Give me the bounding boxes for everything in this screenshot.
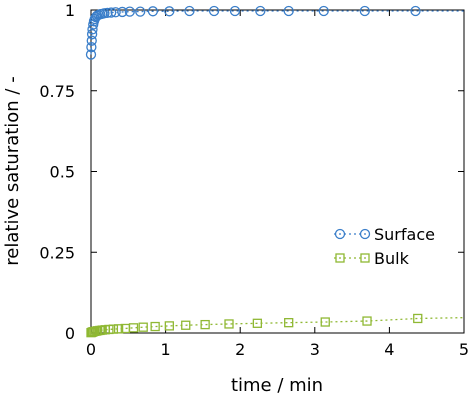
data-point-bulk <box>150 321 160 332</box>
y-tick-label: 0.5 <box>50 163 75 182</box>
series-layer <box>85 5 465 338</box>
legend-item-bulk: Bulk <box>334 249 410 268</box>
data-point-surface <box>135 6 146 17</box>
data-point-bulk <box>200 319 210 330</box>
x-tick-label: 3 <box>310 340 320 359</box>
data-point-surface <box>110 7 121 18</box>
x-tick-label: 4 <box>384 340 394 359</box>
data-point-surface <box>283 5 294 17</box>
data-point-surface <box>359 5 370 17</box>
series-surface <box>85 5 464 60</box>
series-line-surface <box>90 10 464 55</box>
x-axis-title: time / min <box>231 375 323 396</box>
data-point-bulk <box>164 321 174 331</box>
data-point-surface <box>85 49 97 60</box>
x-tick-label: 1 <box>161 340 171 359</box>
y-tick-label: 0.75 <box>39 82 75 101</box>
x-tick-label: 5 <box>459 340 469 359</box>
series-bulk <box>86 313 465 338</box>
data-point-surface <box>124 6 135 17</box>
data-point-surface <box>410 5 421 17</box>
data-point-surface <box>102 7 113 19</box>
data-point-bulk <box>128 323 139 333</box>
legend-marker-bulk-end <box>360 253 370 263</box>
legend-item-surface: Surface <box>334 225 435 244</box>
x-tick-label: 2 <box>235 340 245 359</box>
legend-label-surface: Surface <box>374 225 435 244</box>
data-point-bulk <box>362 316 372 326</box>
data-point-bulk <box>320 317 330 327</box>
data-point-surface <box>208 5 220 17</box>
data-point-surface <box>86 29 98 40</box>
data-point-surface <box>164 6 175 17</box>
legend: Surface Bulk <box>334 225 435 268</box>
legend-marker-surface-end <box>359 228 371 240</box>
y-tick-label: 0 <box>65 324 75 343</box>
plot-area <box>90 9 465 334</box>
data-point-surface <box>255 5 266 17</box>
data-point-surface <box>86 41 97 53</box>
data-point-bulk <box>138 322 148 332</box>
data-point-surface <box>229 5 241 17</box>
data-point-surface <box>318 5 329 17</box>
y-axis: 0 0.25 0.5 0.75 1 <box>39 1 464 343</box>
plot-frame <box>90 9 465 334</box>
data-point-surface <box>184 5 195 17</box>
x-axis: 0 1 2 3 4 5 <box>86 10 469 359</box>
data-point-surface <box>147 6 159 17</box>
data-point-bulk <box>108 324 119 334</box>
data-point-surface <box>86 35 97 46</box>
data-point-bulk <box>113 324 124 334</box>
data-point-surface <box>87 24 98 35</box>
data-point-surface <box>117 6 128 18</box>
y-axis-title: relative saturation / - <box>2 76 23 265</box>
data-point-bulk <box>284 318 294 328</box>
y-tick-label: 0.25 <box>39 243 75 262</box>
data-point-bulk <box>413 313 423 324</box>
x-tick-label: 0 <box>86 340 96 359</box>
legend-marker-surface <box>334 228 346 240</box>
data-point-bulk <box>224 319 234 329</box>
legend-label-bulk: Bulk <box>374 249 410 268</box>
legend-marker-bulk <box>335 253 345 263</box>
data-point-bulk <box>252 318 263 328</box>
data-point-bulk <box>181 320 191 330</box>
data-point-surface <box>105 7 117 18</box>
y-tick-label: 1 <box>65 1 75 20</box>
